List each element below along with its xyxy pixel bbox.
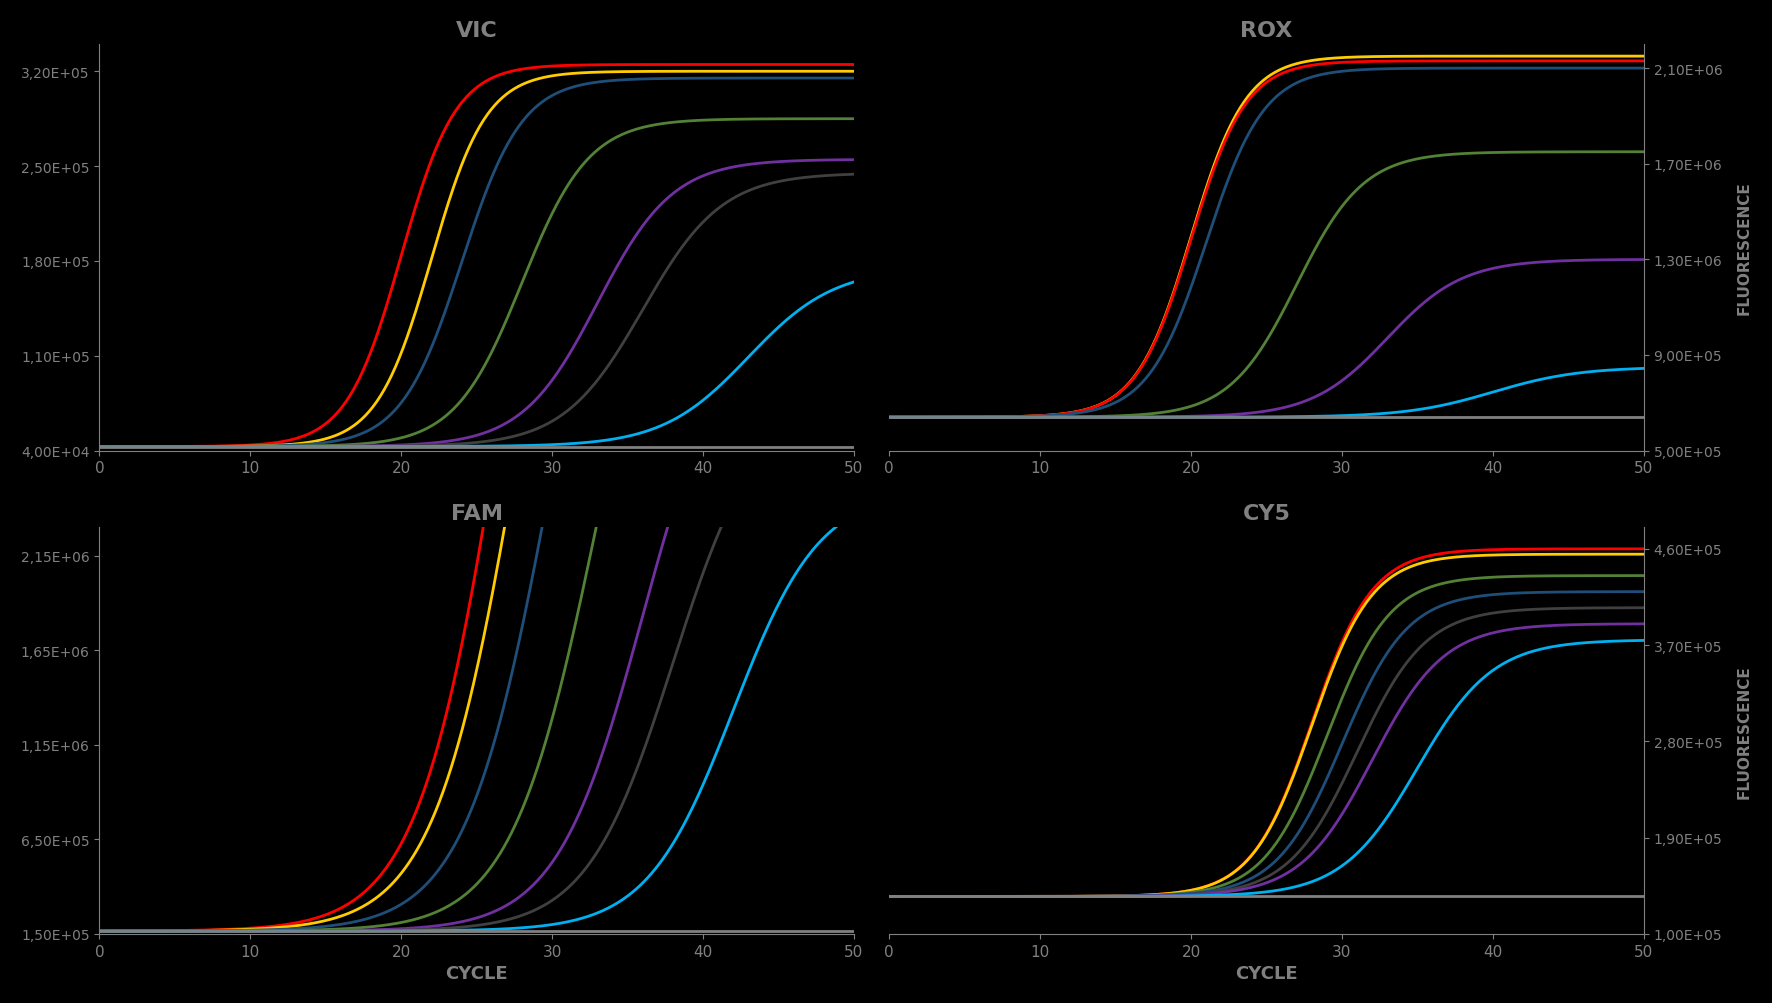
Title: CY5: CY5 <box>1242 504 1290 524</box>
X-axis label: CYCLE: CYCLE <box>445 964 509 982</box>
Title: VIC: VIC <box>455 21 498 41</box>
Y-axis label: FLUORESCENCE: FLUORESCENCE <box>1737 664 1751 797</box>
Title: FAM: FAM <box>450 504 503 524</box>
Title: ROX: ROX <box>1240 21 1294 41</box>
X-axis label: CYCLE: CYCLE <box>1235 964 1297 982</box>
Y-axis label: FLUORESCENCE: FLUORESCENCE <box>1737 182 1751 315</box>
